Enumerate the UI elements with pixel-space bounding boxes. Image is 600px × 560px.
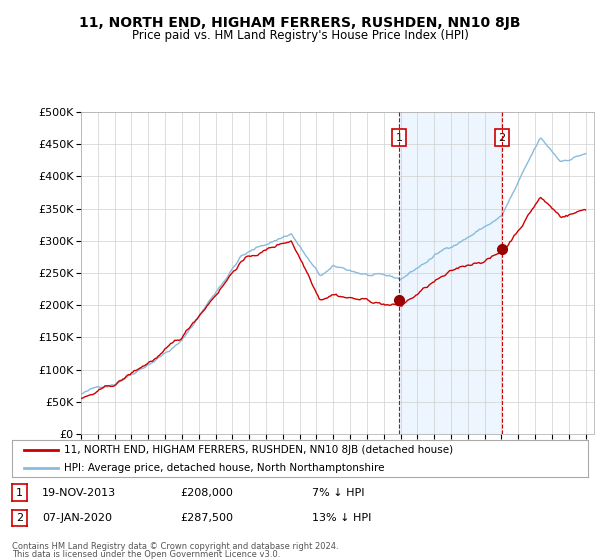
- Text: 1: 1: [16, 488, 23, 498]
- Text: 2: 2: [499, 133, 506, 143]
- Text: 07-JAN-2020: 07-JAN-2020: [42, 513, 112, 523]
- Text: HPI: Average price, detached house, North Northamptonshire: HPI: Average price, detached house, Nort…: [64, 463, 385, 473]
- Text: Contains HM Land Registry data © Crown copyright and database right 2024.: Contains HM Land Registry data © Crown c…: [12, 542, 338, 551]
- Text: 7% ↓ HPI: 7% ↓ HPI: [312, 488, 365, 498]
- Text: £287,500: £287,500: [180, 513, 233, 523]
- Text: 1: 1: [395, 133, 403, 143]
- Text: £208,000: £208,000: [180, 488, 233, 498]
- Text: 2: 2: [16, 513, 23, 523]
- Text: 11, NORTH END, HIGHAM FERRERS, RUSHDEN, NN10 8JB (detached house): 11, NORTH END, HIGHAM FERRERS, RUSHDEN, …: [64, 445, 453, 455]
- Text: Price paid vs. HM Land Registry's House Price Index (HPI): Price paid vs. HM Land Registry's House …: [131, 29, 469, 42]
- Text: This data is licensed under the Open Government Licence v3.0.: This data is licensed under the Open Gov…: [12, 550, 280, 559]
- Text: 13% ↓ HPI: 13% ↓ HPI: [312, 513, 371, 523]
- Text: 19-NOV-2013: 19-NOV-2013: [42, 488, 116, 498]
- Text: 11, NORTH END, HIGHAM FERRERS, RUSHDEN, NN10 8JB: 11, NORTH END, HIGHAM FERRERS, RUSHDEN, …: [79, 16, 521, 30]
